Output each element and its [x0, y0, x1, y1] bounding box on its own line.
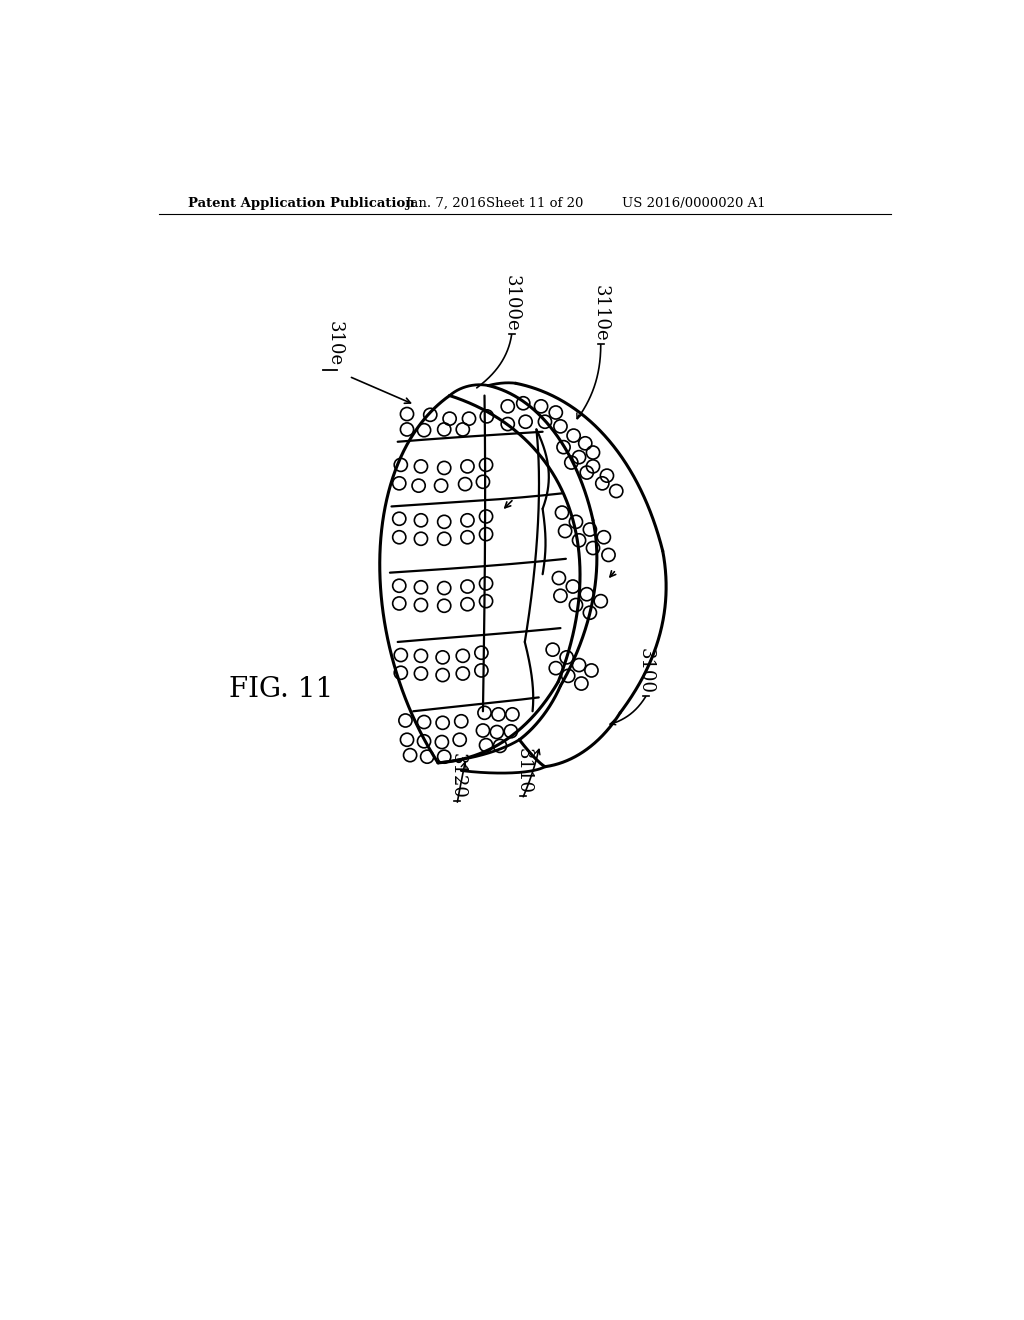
Text: 310e: 310e — [326, 321, 344, 367]
Text: 3100e: 3100e — [503, 275, 520, 331]
Text: 3110: 3110 — [514, 747, 532, 793]
Text: Jan. 7, 2016: Jan. 7, 2016 — [406, 197, 486, 210]
Text: US 2016/0000020 A1: US 2016/0000020 A1 — [623, 197, 766, 210]
Text: 3100: 3100 — [637, 648, 654, 693]
Text: Patent Application Publication: Patent Application Publication — [188, 197, 415, 210]
Text: FIG. 11: FIG. 11 — [228, 676, 333, 704]
Text: 3110e: 3110e — [592, 285, 609, 342]
Text: Sheet 11 of 20: Sheet 11 of 20 — [486, 197, 584, 210]
Text: 3120: 3120 — [449, 754, 466, 799]
